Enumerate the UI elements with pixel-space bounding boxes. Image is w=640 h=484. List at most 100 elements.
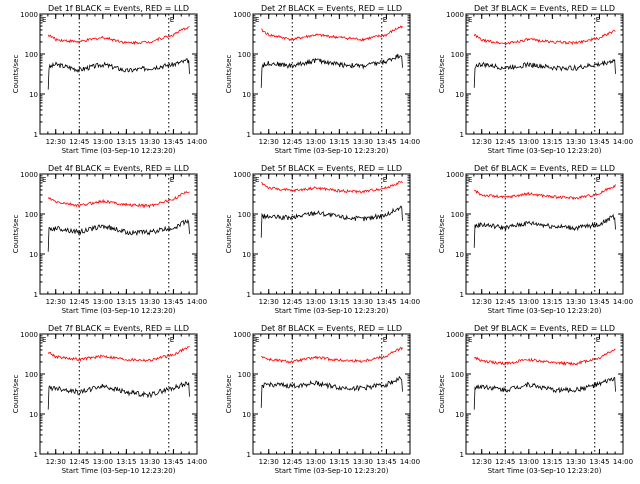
x-tick-label: 13:45 xyxy=(589,138,609,146)
y-tick-label: 1000 xyxy=(20,331,38,339)
y-tick-label: 1000 xyxy=(446,11,464,19)
plot-frame xyxy=(39,173,198,295)
plot-frame xyxy=(465,333,624,455)
x-tick-label: 13:30 xyxy=(566,138,586,146)
panel-title: Det 6f BLACK = Events, RED = LLD xyxy=(474,164,615,173)
x-tick-label: 13:30 xyxy=(140,458,160,466)
x-tick-label: 13:45 xyxy=(376,298,396,306)
panel-title: Det 1f BLACK = Events, RED = LLD xyxy=(48,4,189,13)
x-tick-label: 13:00 xyxy=(519,138,539,146)
x-tick-label: 14:00 xyxy=(187,458,207,466)
y-tick-label: 100 xyxy=(25,371,38,379)
x-axis-label: Start Time (03-Sep-10 12:23:20) xyxy=(62,307,176,315)
x-tick-label: 14:00 xyxy=(613,458,633,466)
marker-label-left: E xyxy=(468,16,472,24)
x-axis-label: Start Time (03-Sep-10 12:23:20) xyxy=(488,467,602,475)
x-tick-label: 12:45 xyxy=(69,138,89,146)
x-axis-label: Start Time (03-Sep-10 12:23:20) xyxy=(275,307,389,315)
x-tick-label: 13:15 xyxy=(542,298,562,306)
marker-label: E xyxy=(596,336,600,344)
y-tick-label: 1000 xyxy=(20,171,38,179)
y-tick-label: 10 xyxy=(455,411,464,419)
y-axis-label: Counts/sec xyxy=(438,55,446,94)
x-tick-label: 13:00 xyxy=(93,138,113,146)
y-axis-label: Counts/sec xyxy=(438,375,446,414)
panel-title: Det 9f BLACK = Events, RED = LLD xyxy=(474,324,615,333)
marker-label-left: E xyxy=(468,176,472,184)
y-tick-label: 100 xyxy=(25,211,38,219)
x-tick-label: 13:15 xyxy=(329,458,349,466)
plot-frame xyxy=(252,333,411,455)
events-series-line xyxy=(260,53,403,88)
y-axis-label: Counts/sec xyxy=(225,55,233,94)
y-axis-label: Counts/sec xyxy=(12,375,20,414)
x-tick-label: 12:45 xyxy=(282,298,302,306)
detector-panel-3: Det 3f BLACK = Events, RED = LLD 1 10 100 10… xyxy=(438,4,633,155)
x-tick-label: 13:15 xyxy=(542,458,562,466)
lld-series-line xyxy=(473,29,616,46)
panel-title: Det 4f BLACK = Events, RED = LLD xyxy=(48,164,189,173)
detector-panel-8: Det 8f BLACK = Events, RED = LLD 1 10 100 10… xyxy=(225,324,420,475)
x-tick-label: 13:30 xyxy=(353,298,373,306)
x-tick-label: 12:30 xyxy=(46,458,66,466)
x-axis-label: Start Time (03-Sep-10 12:23:20) xyxy=(275,147,389,155)
plot-frame xyxy=(252,173,411,295)
x-tick-label: 13:15 xyxy=(116,138,136,146)
y-tick-label: 100 xyxy=(451,211,464,219)
y-tick-label: 1000 xyxy=(233,11,251,19)
x-tick-label: 13:45 xyxy=(376,138,396,146)
events-series-line xyxy=(47,58,190,90)
x-tick-label: 13:45 xyxy=(163,138,183,146)
plot-frame xyxy=(465,13,624,135)
marker-label: E xyxy=(170,176,174,184)
lld-series-line xyxy=(261,180,403,194)
y-tick-label: 10 xyxy=(29,91,38,99)
y-tick-label: 1 xyxy=(34,451,38,459)
y-tick-label: 1 xyxy=(460,291,464,299)
marker-label: E xyxy=(383,336,387,344)
marker-label-left: E xyxy=(42,176,46,184)
detector-panel-7: Det 7f BLACK = Events, RED = LLD 1 10 100 10… xyxy=(12,324,207,475)
events-series-line xyxy=(473,213,616,248)
marker-label-left: E xyxy=(255,336,259,344)
x-tick-label: 13:30 xyxy=(353,458,373,466)
y-axis-label: Counts/sec xyxy=(225,215,233,254)
x-tick-label: 14:00 xyxy=(187,298,207,306)
detector-panel-4: Det 4f BLACK = Events, RED = LLD 1 10 100 10… xyxy=(12,164,207,315)
x-tick-label: 13:00 xyxy=(519,458,539,466)
x-axis-label: Start Time (03-Sep-10 12:23:20) xyxy=(488,307,602,315)
x-tick-label: 14:00 xyxy=(400,298,420,306)
x-tick-label: 13:30 xyxy=(140,298,160,306)
x-tick-label: 13:15 xyxy=(329,138,349,146)
y-tick-label: 1 xyxy=(460,131,464,139)
detector-panel-9: Det 9f BLACK = Events, RED = LLD 1 10 100 10… xyxy=(438,324,633,475)
y-tick-label: 100 xyxy=(451,371,464,379)
panel-title: Det 7f BLACK = Events, RED = LLD xyxy=(48,324,189,333)
x-tick-label: 14:00 xyxy=(187,138,207,146)
x-tick-label: 12:30 xyxy=(472,298,492,306)
y-axis-label: Counts/sec xyxy=(12,55,20,94)
x-tick-label: 14:00 xyxy=(400,458,420,466)
x-tick-label: 13:15 xyxy=(116,458,136,466)
detector-panel-1: Det 1f BLACK = Events, RED = LLD 1 10 100 10… xyxy=(12,4,207,155)
x-tick-label: 13:00 xyxy=(306,298,326,306)
detector-panel-2: Det 2f BLACK = Events, RED = LLD 1 10 100 10… xyxy=(225,4,420,155)
y-tick-label: 10 xyxy=(29,251,38,259)
x-tick-label: 12:30 xyxy=(472,138,492,146)
x-tick-label: 13:45 xyxy=(163,298,183,306)
x-tick-label: 13:45 xyxy=(163,458,183,466)
x-tick-label: 12:45 xyxy=(282,138,302,146)
x-tick-label: 12:30 xyxy=(46,298,66,306)
y-tick-label: 1 xyxy=(34,291,38,299)
y-axis-label: Counts/sec xyxy=(225,375,233,414)
y-tick-label: 1 xyxy=(247,451,251,459)
plot-frame xyxy=(39,333,198,455)
y-axis-label: Counts/sec xyxy=(438,215,446,254)
y-tick-label: 1 xyxy=(460,451,464,459)
events-series-line xyxy=(47,218,190,252)
x-tick-label: 13:30 xyxy=(353,138,373,146)
marker-label-left: E xyxy=(255,16,259,24)
y-tick-label: 1 xyxy=(247,131,251,139)
x-tick-label: 13:15 xyxy=(116,298,136,306)
